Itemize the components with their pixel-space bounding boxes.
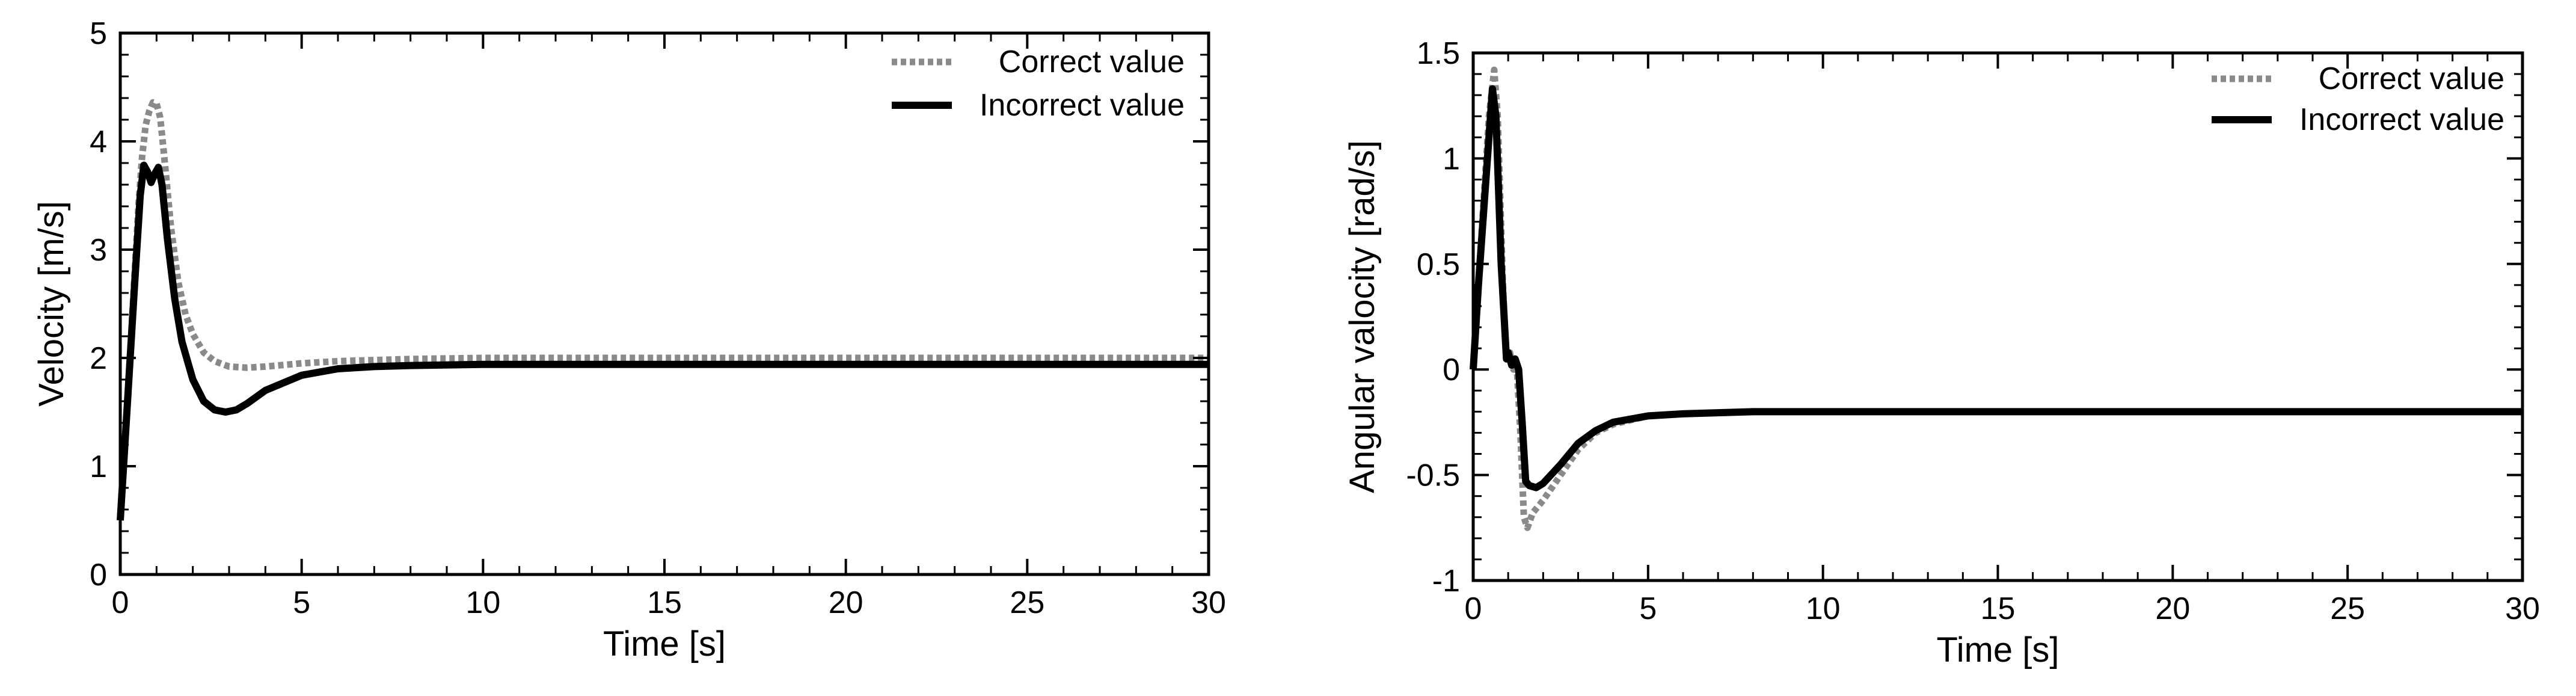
angular-velocity-x-tick-label: 30 bbox=[2505, 591, 2540, 626]
velocity-x-tick-label: 15 bbox=[647, 585, 682, 620]
velocity-y-tick-label: 5 bbox=[90, 16, 107, 51]
angular-velocity-x-axis-label: Time [s] bbox=[1936, 630, 2059, 670]
angular-velocity-y-tick-label: 1 bbox=[1443, 141, 1460, 176]
angular-velocity-series-correct-line bbox=[1470, 66, 2522, 531]
velocity-legend-label-incorrect: Incorrect value bbox=[980, 88, 1185, 123]
angular-velocity-y-tick-label: -0.5 bbox=[1406, 458, 1460, 493]
velocity-tick-labels: 0 5 10 15 20 25 30 0 1 2 3 4 5 bbox=[90, 16, 1226, 620]
angular-velocity-tick-labels: 0 5 10 15 20 25 30 -1 -0.5 0 0.5 1 1.5 bbox=[1406, 36, 2540, 626]
angular-velocity-series-group bbox=[1470, 66, 2522, 531]
angular-velocity-legend-label-correct: Correct value bbox=[2319, 61, 2504, 96]
angular-velocity-chart: 0 5 10 15 20 25 30 -1 -0.5 0 0.5 1 1.5 Time [s] Angu… bbox=[1343, 36, 2540, 670]
velocity-y-tick-label: 1 bbox=[90, 449, 107, 484]
angular-velocity-y-axis-label: Angular valocity [rad/s] bbox=[1343, 140, 1382, 493]
velocity-x-tick-label: 10 bbox=[465, 585, 500, 620]
angular-velocity-y-tick-label: 1.5 bbox=[1417, 36, 1460, 71]
velocity-x-tick-label: 25 bbox=[1010, 585, 1044, 620]
angular-velocity-legend: Correct value Incorrect value bbox=[2212, 61, 2504, 137]
velocity-x-tick-label: 5 bbox=[293, 585, 310, 620]
velocity-x-tick-label: 30 bbox=[1191, 585, 1226, 620]
velocity-x-axis-label: Time [s] bbox=[603, 624, 726, 664]
angular-velocity-y-tick-label: 0.5 bbox=[1417, 247, 1460, 282]
angular-velocity-y-tick-label: 0 bbox=[1443, 353, 1460, 387]
velocity-legend-label-correct: Correct value bbox=[999, 45, 1185, 79]
angular-velocity-x-tick-label: 0 bbox=[1465, 591, 1482, 626]
velocity-y-tick-label: 4 bbox=[90, 125, 107, 159]
velocity-ticks bbox=[119, 32, 1210, 576]
angular-velocity-x-tick-label: 15 bbox=[1981, 591, 2016, 626]
velocity-y-tick-label: 3 bbox=[90, 233, 107, 268]
velocity-y-tick-label: 0 bbox=[90, 558, 107, 593]
angular-velocity-ticks bbox=[1472, 52, 2524, 582]
angular-velocity-series-incorrect-line bbox=[1470, 85, 2522, 491]
velocity-series-incorrect-line bbox=[117, 161, 1209, 521]
velocity-y-axis-label: Velocity [m/s] bbox=[32, 201, 71, 407]
angular-velocity-x-tick-label: 5 bbox=[1639, 591, 1657, 626]
velocity-x-tick-label: 20 bbox=[829, 585, 863, 620]
velocity-series-group bbox=[117, 99, 1209, 521]
velocity-y-tick-label: 2 bbox=[90, 341, 107, 376]
velocity-series-correct-line bbox=[117, 99, 1209, 521]
velocity-legend: Correct value Incorrect value bbox=[892, 45, 1185, 123]
velocity-x-tick-label: 0 bbox=[112, 585, 129, 620]
angular-velocity-x-tick-label: 10 bbox=[1806, 591, 1841, 626]
angular-velocity-y-tick-label: -1 bbox=[1432, 564, 1460, 599]
angular-velocity-x-tick-label: 25 bbox=[2330, 591, 2365, 626]
angular-velocity-x-tick-label: 20 bbox=[2155, 591, 2190, 626]
angular-velocity-legend-label-incorrect: Incorrect value bbox=[2299, 102, 2504, 137]
velocity-chart: 0 5 10 15 20 25 30 0 1 2 3 4 5 Time [s] Velocity [m/… bbox=[32, 16, 1226, 664]
